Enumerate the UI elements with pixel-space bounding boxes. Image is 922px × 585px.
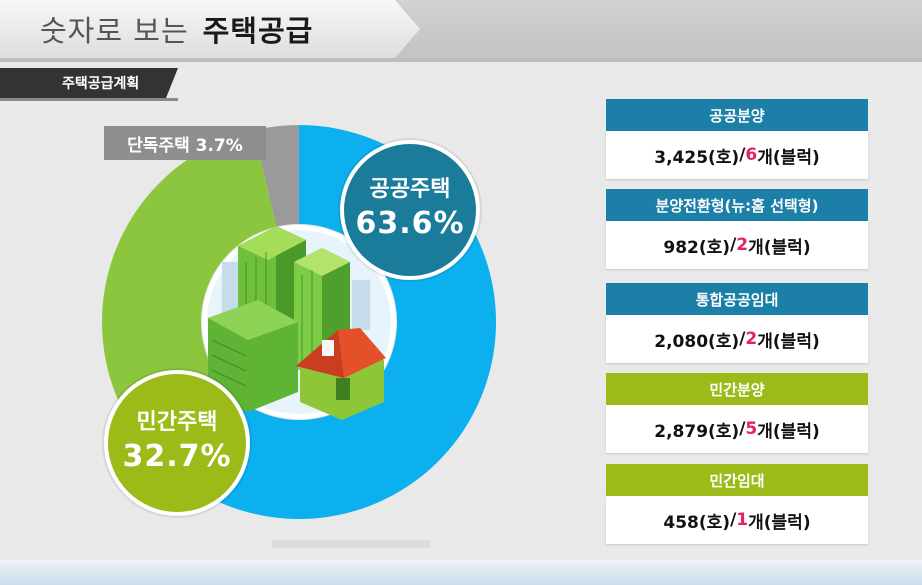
card-block-count: 2	[745, 329, 758, 349]
card-value: 2,080(호) / 2 개(블럭)	[606, 315, 868, 363]
card-units: 458(호)	[663, 512, 731, 533]
page-title-prefix: 숫자로 보는	[40, 14, 189, 48]
card-units: 2,080(호)	[654, 331, 740, 352]
card-value: 3,425(호) / 6 개(블럭)	[606, 131, 868, 179]
card-title: 분양전환형(뉴:홈 선택형)	[606, 189, 868, 221]
donut-slice-private-housing	[102, 130, 277, 452]
card-value: 2,879(호) / 5 개(블럭)	[606, 405, 868, 453]
page-title-main: 주택공급	[202, 14, 314, 48]
title-panel: 숫자로 보는 주택공급	[0, 0, 420, 58]
page-title: 숫자로 보는 주택공급	[40, 8, 313, 50]
card-block-suffix: 개(블럭)	[748, 237, 811, 258]
card-block-count: 5	[745, 419, 758, 439]
supply-card-private-rental: 민간임대 458(호) / 1 개(블럭)	[606, 464, 868, 544]
card-value: 458(호) / 1 개(블럭)	[606, 496, 868, 544]
private-housing-bubble: 민간주택 32.7%	[104, 370, 250, 516]
card-separator: /	[739, 419, 746, 439]
supply-card-private-sale: 민간분양 2,879(호) / 5 개(블럭)	[606, 373, 868, 453]
title-underline	[0, 58, 922, 62]
public-housing-label: 공공주택	[369, 177, 451, 202]
public-housing-percent: 63.6%	[355, 206, 465, 241]
card-title: 통합공공임대	[606, 283, 868, 315]
detached-house-callout: 단독주택 3.7%	[104, 126, 266, 160]
card-block-count: 6	[745, 145, 758, 165]
card-block-suffix: 개(블럭)	[757, 147, 820, 168]
supply-card-integrated-rental: 통합공공임대 2,080(호) / 2 개(블럭)	[606, 283, 868, 363]
card-block-count: 2	[736, 235, 749, 255]
card-title: 민간분양	[606, 373, 868, 405]
private-housing-percent: 32.7%	[122, 439, 232, 474]
supply-card-conversion-sale: 분양전환형(뉴:홈 선택형) 982(호) / 2 개(블럭)	[606, 189, 868, 269]
card-units: 982(호)	[663, 237, 731, 258]
section-tab: 주택공급계획	[0, 68, 178, 98]
card-separator: /	[730, 510, 737, 530]
section-tab-underline	[0, 98, 178, 101]
card-units: 3,425(호)	[654, 147, 740, 168]
private-housing-label: 민간주택	[136, 410, 218, 435]
public-housing-bubble: 공공주택 63.6%	[340, 140, 480, 280]
card-title: 공공분양	[606, 99, 868, 131]
buildings-illustration-icon	[202, 225, 396, 420]
card-block-count: 1	[736, 510, 749, 530]
card-block-suffix: 개(블럭)	[757, 331, 820, 352]
bottom-band	[0, 560, 922, 585]
card-units: 2,879(호)	[654, 421, 740, 442]
card-separator: /	[739, 329, 746, 349]
supply-card-public-sale: 공공분양 3,425(호) / 6 개(블럭)	[606, 99, 868, 179]
chart-base-shadow	[272, 540, 430, 548]
card-value: 982(호) / 2 개(블럭)	[606, 221, 868, 269]
card-separator: /	[739, 145, 746, 165]
card-block-suffix: 개(블럭)	[748, 512, 811, 533]
card-separator: /	[730, 235, 737, 255]
card-title: 민간임대	[606, 464, 868, 496]
card-block-suffix: 개(블럭)	[757, 421, 820, 442]
